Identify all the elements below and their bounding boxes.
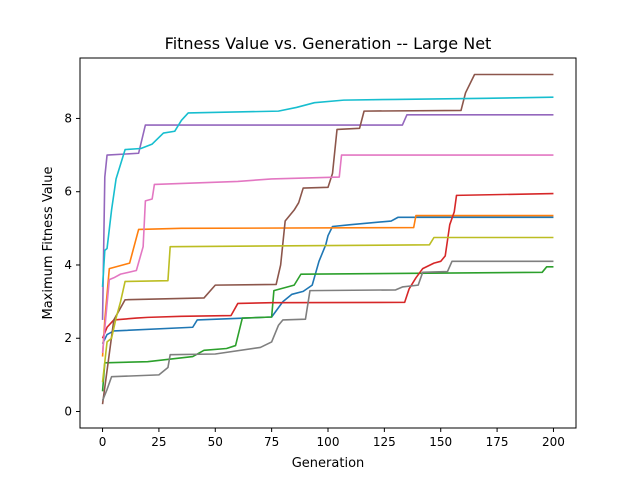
x-axis-ticks: 0 25 50 75 100 125 150 175 200	[99, 428, 565, 449]
series-line-6	[101, 73, 554, 405]
x-tick-label: 200	[542, 435, 565, 449]
y-tick-label: 2	[64, 331, 72, 345]
x-tick-label: 100	[317, 435, 340, 449]
y-axis-label: Maximum Fitness Value	[41, 166, 56, 319]
series-line-9	[101, 236, 554, 383]
series-line-3	[101, 266, 554, 392]
y-tick-label: 0	[64, 405, 72, 419]
series-line-4	[101, 192, 554, 339]
y-tick-label: 8	[64, 111, 72, 125]
series-line-8	[101, 260, 554, 401]
series-line-1	[101, 216, 554, 345]
series-line-2	[101, 214, 554, 357]
x-axis-label: Generation	[292, 456, 365, 471]
x-tick-label: 150	[429, 435, 452, 449]
x-tick-label: 125	[373, 435, 396, 449]
x-tick-label: 75	[264, 435, 279, 449]
series-line-10	[101, 96, 554, 288]
y-tick-label: 4	[64, 258, 72, 272]
plot-lines	[101, 73, 554, 405]
x-tick-label: 0	[99, 435, 107, 449]
y-axis-ticks: 0 2 4 6 8	[64, 111, 80, 419]
x-tick-label: 25	[151, 435, 166, 449]
x-tick-label: 50	[208, 435, 223, 449]
series-line-7	[101, 154, 554, 353]
y-tick-label: 6	[64, 185, 72, 199]
x-tick-label: 175	[486, 435, 509, 449]
chart-title: Fitness Value vs. Generation -- Large Ne…	[165, 34, 492, 53]
series-line-5	[101, 113, 554, 320]
